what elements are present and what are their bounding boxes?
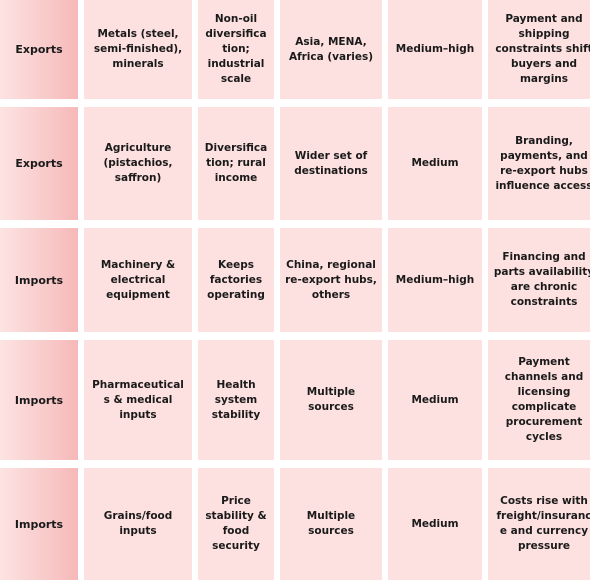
table-cell-flow: Exports xyxy=(0,107,78,220)
table-cell-exposure: Medium–high xyxy=(388,228,482,332)
table-cell-flow: Imports xyxy=(0,468,78,580)
table-cell-constraints: Payment and shipping constraints shift b… xyxy=(488,0,590,99)
table-cell-category: Pharmaceuticals & medical inputs xyxy=(84,340,192,460)
table-cell-category: Agriculture (pistachios, saffron) xyxy=(84,107,192,220)
table-cell-role: Keeps factories operating xyxy=(198,228,274,332)
table-cell-partners: Wider set of destinations xyxy=(280,107,382,220)
table-cell-role: Health system stability xyxy=(198,340,274,460)
table-cell-constraints: Payment channels and licensing complicat… xyxy=(488,340,590,460)
table-cell-role: Non-oil diversification; industrial scal… xyxy=(198,0,274,99)
table-cell-flow: Imports xyxy=(0,340,78,460)
table-cell-category: Grains/food inputs xyxy=(84,468,192,580)
table-cell-exposure: Medium xyxy=(388,340,482,460)
table-cell-partners: Asia, MENA, Africa (varies) xyxy=(280,0,382,99)
table-cell-partners: China, regional re-export hubs, others xyxy=(280,228,382,332)
table-cell-category: Machinery & electrical equipment xyxy=(84,228,192,332)
table-cell-constraints: Costs rise with freight/insurance and cu… xyxy=(488,468,590,580)
table-cell-partners: Multiple sources xyxy=(280,340,382,460)
table-cell-exposure: Medium xyxy=(388,107,482,220)
table-cell-role: Diversification; rural income xyxy=(198,107,274,220)
table-cell-exposure: Medium–high xyxy=(388,0,482,99)
table-cell-category: Metals (steel, semi-finished), minerals xyxy=(84,0,192,99)
table-cell-flow: Exports xyxy=(0,0,78,99)
table-cell-exposure: Medium xyxy=(388,468,482,580)
table-cell-flow: Imports xyxy=(0,228,78,332)
table-cell-partners: Multiple sources xyxy=(280,468,382,580)
table-cell-constraints: Financing and parts availability are chr… xyxy=(488,228,590,332)
table-cell-constraints: Branding, payments, and re-export hubs i… xyxy=(488,107,590,220)
table-cell-role: Price stability & food security xyxy=(198,468,274,580)
